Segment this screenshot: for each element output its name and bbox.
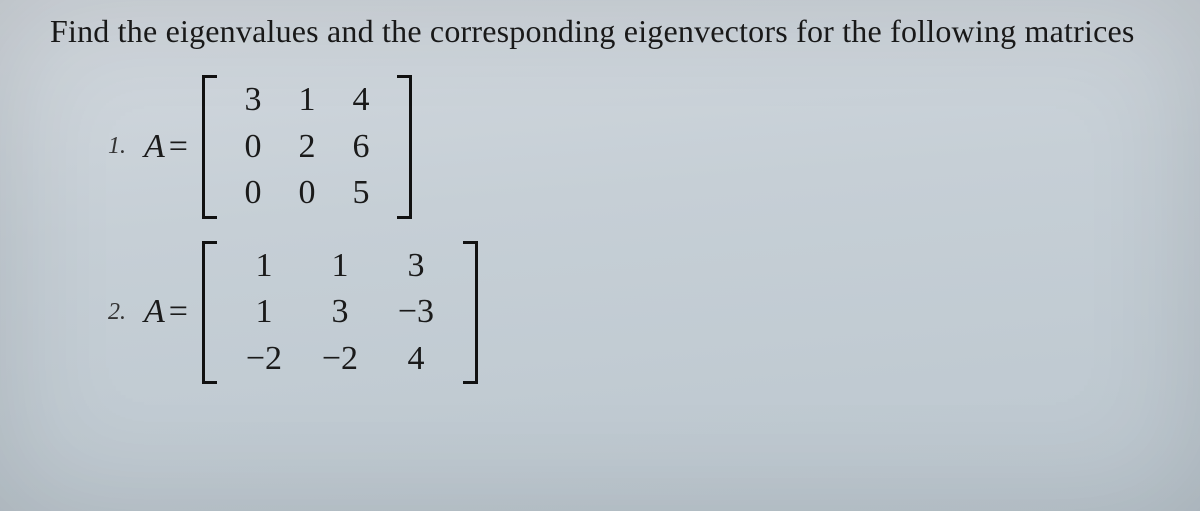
- matrix-grid: 3 1 4 0 2 6 0 0 5: [216, 73, 398, 221]
- right-bracket-icon: [464, 239, 478, 387]
- matrix-symbol: A: [144, 128, 165, 165]
- matrix-cell: −2: [302, 338, 378, 381]
- matrix-cell: 5: [334, 172, 388, 215]
- problem-1: 1. A= 3 1 4 0 2 6 0 0 5: [90, 73, 1160, 221]
- question-prompt: Find the eigenvalues and the correspondi…: [50, 10, 1150, 53]
- problem-number: 1.: [90, 133, 126, 160]
- equals-sign: =: [169, 293, 188, 330]
- matrix-cell: 4: [378, 338, 454, 381]
- left-bracket-icon: [202, 239, 216, 387]
- matrix-cell: 4: [334, 79, 388, 122]
- matrix-A1: 3 1 4 0 2 6 0 0 5: [202, 73, 412, 221]
- page: Find the eigenvalues and the correspondi…: [0, 0, 1200, 511]
- right-bracket-icon: [398, 73, 412, 221]
- matrix-cell: −3: [378, 291, 454, 334]
- matrix-cell: 3: [226, 79, 280, 122]
- problem-list: 1. A= 3 1 4 0 2 6 0 0 5: [50, 73, 1160, 386]
- equals-sign: =: [169, 128, 188, 165]
- problem-number: 2.: [90, 299, 126, 326]
- matrix-A2: 1 1 3 1 3 −3 −2 −2 4: [202, 239, 478, 387]
- matrix-equation: A=: [144, 293, 192, 331]
- matrix-cell: 2: [280, 126, 334, 169]
- left-bracket-icon: [202, 73, 216, 221]
- matrix-cell: 0: [280, 172, 334, 215]
- matrix-symbol: A: [144, 293, 165, 330]
- matrix-cell: 1: [226, 291, 302, 334]
- matrix-cell: 1: [226, 245, 302, 288]
- matrix-cell: 6: [334, 126, 388, 169]
- matrix-equation: A=: [144, 128, 192, 166]
- matrix-cell: 1: [280, 79, 334, 122]
- matrix-cell: 3: [378, 245, 454, 288]
- matrix-cell: −2: [226, 338, 302, 381]
- matrix-cell: 1: [302, 245, 378, 288]
- matrix-cell: 3: [302, 291, 378, 334]
- matrix-cell: 0: [226, 172, 280, 215]
- matrix-grid: 1 1 3 1 3 −3 −2 −2 4: [216, 239, 464, 387]
- matrix-cell: 0: [226, 126, 280, 169]
- problem-2: 2. A= 1 1 3 1 3 −3 −2 −2 4: [90, 239, 1160, 387]
